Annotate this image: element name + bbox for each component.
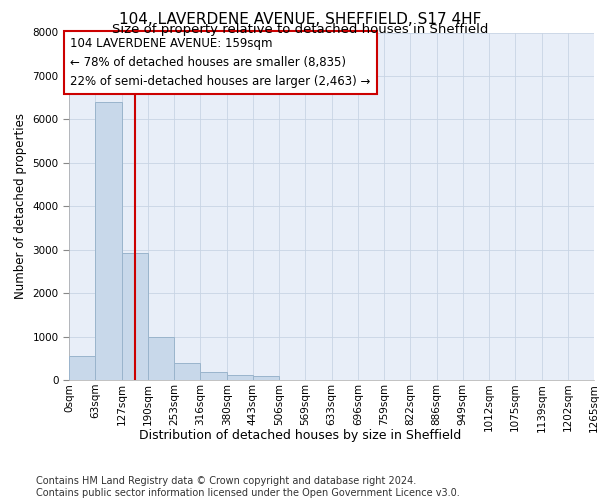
Text: 104 LAVERDENE AVENUE: 159sqm
← 78% of detached houses are smaller (8,835)
22% of: 104 LAVERDENE AVENUE: 159sqm ← 78% of de… bbox=[70, 37, 371, 88]
Text: Contains HM Land Registry data © Crown copyright and database right 2024.
Contai: Contains HM Land Registry data © Crown c… bbox=[36, 476, 460, 498]
Bar bbox=[227, 375, 253, 380]
Text: Size of property relative to detached houses in Sheffield: Size of property relative to detached ho… bbox=[112, 24, 488, 36]
Bar bbox=[69, 356, 95, 380]
Bar bbox=[200, 372, 227, 380]
Bar bbox=[174, 364, 200, 380]
Bar bbox=[95, 102, 122, 380]
Text: 104, LAVERDENE AVENUE, SHEFFIELD, S17 4HF: 104, LAVERDENE AVENUE, SHEFFIELD, S17 4H… bbox=[119, 12, 481, 28]
Bar bbox=[148, 338, 174, 380]
Bar bbox=[253, 376, 279, 380]
Bar bbox=[122, 253, 148, 380]
Text: Distribution of detached houses by size in Sheffield: Distribution of detached houses by size … bbox=[139, 430, 461, 442]
Y-axis label: Number of detached properties: Number of detached properties bbox=[14, 114, 27, 299]
